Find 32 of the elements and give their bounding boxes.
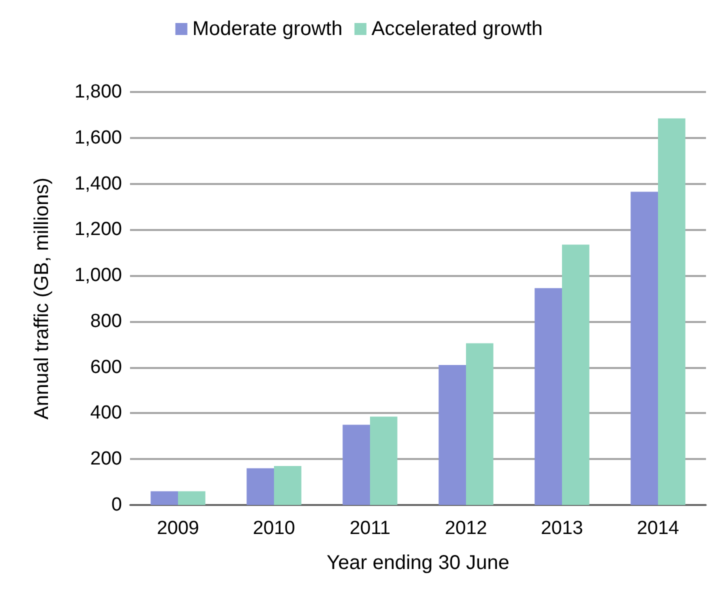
- bar: [658, 118, 686, 505]
- x-tick-label: 2011: [350, 518, 390, 539]
- bar: [150, 491, 178, 505]
- x-axis-title: Year ending 30 June: [326, 552, 510, 574]
- bar: [370, 416, 398, 505]
- y-tick-label: 600: [90, 356, 122, 378]
- bar: [438, 365, 466, 505]
- y-tick-label: 400: [90, 402, 122, 424]
- y-tick-label: 1,200: [74, 219, 122, 240]
- legend-label: Accelerated growth: [371, 18, 543, 40]
- y-tick-label: 800: [90, 310, 122, 332]
- y-tick-label: 1,000: [74, 265, 122, 286]
- bar: [342, 424, 370, 505]
- x-tick-label: 2009: [156, 518, 200, 539]
- y-tick-label: 1,400: [74, 173, 122, 194]
- y-tick-label: 200: [90, 448, 122, 470]
- bar: [246, 468, 274, 505]
- bar: [466, 343, 494, 505]
- x-tick-label: 2012: [444, 518, 488, 539]
- bar: [630, 192, 658, 505]
- x-tick-label: 2010: [252, 518, 296, 539]
- y-tick-label: 0: [111, 494, 122, 516]
- x-tick-label: 2013: [540, 518, 584, 539]
- y-axis-title: Annual traffic (GB, millions): [31, 178, 53, 420]
- bar: [534, 288, 562, 505]
- y-tick-label: 1,600: [74, 127, 122, 148]
- bar: [178, 491, 206, 505]
- legend-label: Moderate growth: [192, 18, 342, 40]
- bar: [562, 244, 590, 505]
- bar: [274, 466, 302, 505]
- y-tick-label: 1,800: [74, 82, 122, 102]
- x-tick-label: 2014: [636, 518, 680, 539]
